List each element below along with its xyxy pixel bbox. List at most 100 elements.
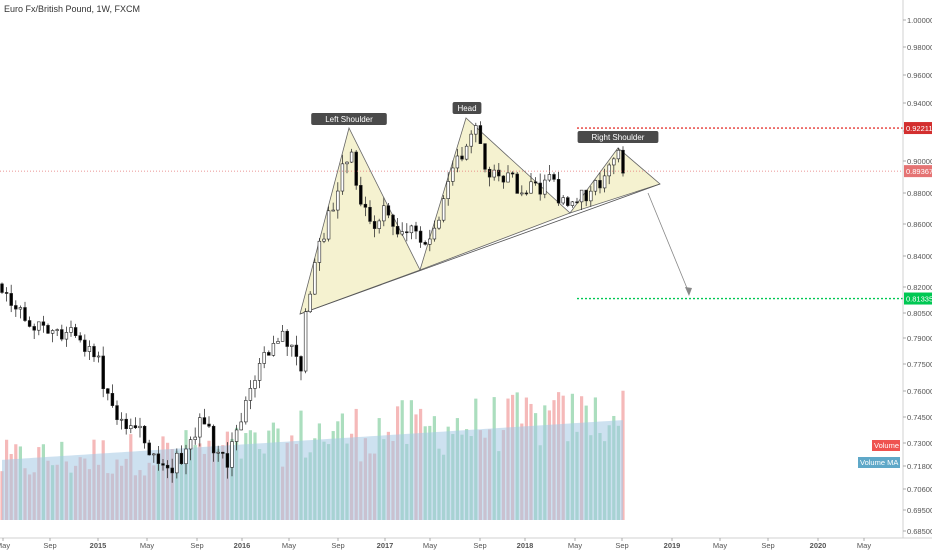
candle-body <box>589 190 593 202</box>
right-shoulder-triangle <box>568 147 661 214</box>
candle-body <box>73 327 78 336</box>
candle-body <box>9 293 13 306</box>
candle-body <box>469 133 473 147</box>
candle-body <box>556 179 561 204</box>
candle-body <box>276 341 280 344</box>
candle-body <box>322 238 326 242</box>
candle-body <box>478 125 483 144</box>
candle-body <box>83 339 87 352</box>
candle-body <box>598 180 602 189</box>
candle-body <box>225 453 230 468</box>
candle-body <box>455 155 460 169</box>
candle-body <box>184 448 188 465</box>
candle-body <box>124 418 128 429</box>
resistance-badge: 0.92211 <box>906 124 932 133</box>
candle-body <box>395 226 400 235</box>
candle-body <box>405 231 409 234</box>
candle-body <box>423 242 427 245</box>
candle-body <box>257 363 262 381</box>
candle-body <box>138 425 142 429</box>
candle-body <box>340 163 345 192</box>
price-tick-label: 0.84000 <box>907 252 932 261</box>
candle-body <box>179 452 184 465</box>
candle-body <box>612 158 616 166</box>
candle-body <box>170 467 174 474</box>
candle-body <box>391 214 395 227</box>
candle-body <box>285 330 289 347</box>
price-tick-label: 0.82000 <box>907 283 932 292</box>
neckline <box>299 183 661 315</box>
candle-body <box>64 332 69 340</box>
price-tick-label: 0.90000 <box>907 157 932 166</box>
price-tick-label: 0.76000 <box>907 387 932 396</box>
candle-body <box>119 418 124 421</box>
volume-bar <box>0 471 4 520</box>
time-tick-label: Sep <box>615 541 628 550</box>
candle-body <box>202 417 207 425</box>
candle-body <box>317 240 322 263</box>
time-tick-label: May <box>140 541 154 550</box>
candle-body <box>147 442 151 456</box>
candle-body <box>492 169 496 178</box>
candle-body <box>575 201 579 204</box>
price-tick-label: 0.70600 <box>907 485 932 494</box>
left-shoulder-triangle <box>299 126 421 315</box>
candle-body <box>464 145 469 160</box>
time-tick-label: May <box>568 541 582 550</box>
candle-body <box>474 125 478 135</box>
candle-body <box>308 293 312 313</box>
head-label: Head <box>457 104 476 113</box>
time-tick-label: May <box>713 541 727 550</box>
candle-body <box>55 329 59 331</box>
price-tick-label: 0.80500 <box>907 309 932 318</box>
candle-body <box>441 198 446 221</box>
line-layer <box>0 127 903 300</box>
volume-ma-area <box>2 420 623 520</box>
candle-body <box>14 305 18 310</box>
candle-body <box>165 464 170 469</box>
candle-body <box>515 173 519 194</box>
candle-body <box>552 174 556 180</box>
price-tick-label: 0.68500 <box>907 527 932 536</box>
head-label-bg <box>452 102 482 114</box>
candle-body <box>520 192 524 195</box>
candle-body <box>133 425 138 429</box>
candle-body <box>524 192 529 195</box>
candle-body <box>221 451 225 454</box>
current-price-badge: 0.89367 <box>906 167 932 176</box>
candle-body <box>313 262 317 295</box>
candle-layer <box>0 121 625 483</box>
candle-body <box>290 344 294 347</box>
resistance-badge-bg <box>904 122 932 135</box>
time-tick-label: 2015 <box>90 541 107 550</box>
target-badge: 0.81335 <box>906 295 932 304</box>
price-tick-label: 0.79000 <box>907 334 932 343</box>
candle-body <box>78 335 82 341</box>
volume-ma-badge: Volume MA <box>860 458 898 467</box>
time-tick-label: 2017 <box>377 541 394 550</box>
candle-body <box>198 417 202 438</box>
candle-body <box>193 436 197 440</box>
candle-body <box>510 172 515 175</box>
head-triangle <box>419 117 571 271</box>
candle-body <box>359 185 363 205</box>
volume-ma-layer <box>2 420 623 520</box>
label-layer: Left Shoulder Head Right Shoulder 0.92211 0.… <box>311 102 932 468</box>
time-tick-label: May <box>0 541 10 550</box>
time-tick-label: Sep <box>43 541 56 550</box>
right-shoulder-label: Right Shoulder <box>592 133 645 142</box>
candle-body <box>60 329 64 340</box>
candle-body <box>92 346 96 358</box>
candle-body <box>101 355 105 389</box>
candle-body <box>345 161 349 165</box>
time-tick-label: Sep <box>761 541 774 550</box>
left-shoulder-label: Left Shoulder <box>325 115 373 124</box>
candle-body <box>87 346 92 352</box>
candle-body <box>239 421 243 431</box>
candle-body <box>152 453 156 456</box>
candle-body <box>41 321 46 326</box>
candle-body <box>207 423 211 427</box>
candle-body <box>234 429 239 442</box>
candle-body <box>561 197 565 204</box>
